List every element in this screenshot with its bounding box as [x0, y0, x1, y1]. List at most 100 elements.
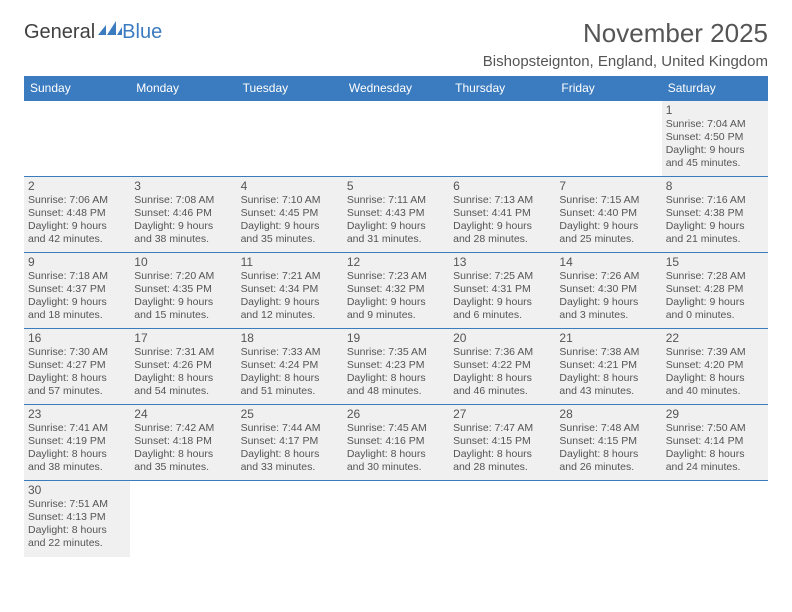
sunset-text: Sunset: 4:35 PM	[134, 283, 232, 296]
calendar-day-cell: 8Sunrise: 7:16 AMSunset: 4:38 PMDaylight…	[662, 177, 768, 253]
sunrise-text: Sunrise: 7:45 AM	[347, 422, 445, 435]
weekday-header: Tuesday	[237, 76, 343, 101]
sunset-text: Sunset: 4:38 PM	[666, 207, 764, 220]
calendar-day-cell: 2Sunrise: 7:06 AMSunset: 4:48 PMDaylight…	[24, 177, 130, 253]
calendar-day-cell: 27Sunrise: 7:47 AMSunset: 4:15 PMDayligh…	[449, 405, 555, 481]
day-number: 20	[453, 331, 551, 345]
calendar-week-row: 2Sunrise: 7:06 AMSunset: 4:48 PMDaylight…	[24, 177, 768, 253]
day-number: 24	[134, 407, 232, 421]
calendar-week-row: 9Sunrise: 7:18 AMSunset: 4:37 PMDaylight…	[24, 253, 768, 329]
day-number: 30	[28, 483, 126, 497]
sunset-text: Sunset: 4:15 PM	[559, 435, 657, 448]
daylight-text: Daylight: 9 hours and 25 minutes.	[559, 220, 657, 246]
location: Bishopsteignton, England, United Kingdom	[483, 53, 768, 70]
sunset-text: Sunset: 4:28 PM	[666, 283, 764, 296]
calendar-week-row: 23Sunrise: 7:41 AMSunset: 4:19 PMDayligh…	[24, 405, 768, 481]
daylight-text: Daylight: 8 hours and 22 minutes.	[28, 524, 126, 550]
daylight-text: Daylight: 8 hours and 30 minutes.	[347, 448, 445, 474]
calendar-day-cell: 7Sunrise: 7:15 AMSunset: 4:40 PMDaylight…	[555, 177, 661, 253]
sunrise-text: Sunrise: 7:13 AM	[453, 194, 551, 207]
month-title: November 2025	[483, 18, 768, 49]
calendar-day-cell: 26Sunrise: 7:45 AMSunset: 4:16 PMDayligh…	[343, 405, 449, 481]
day-number: 1	[666, 103, 764, 117]
calendar-empty-cell	[343, 481, 449, 557]
day-number: 19	[347, 331, 445, 345]
calendar-day-cell: 23Sunrise: 7:41 AMSunset: 4:19 PMDayligh…	[24, 405, 130, 481]
sunset-text: Sunset: 4:27 PM	[28, 359, 126, 372]
sunrise-text: Sunrise: 7:06 AM	[28, 194, 126, 207]
calendar-empty-cell	[130, 481, 236, 557]
sunrise-text: Sunrise: 7:47 AM	[453, 422, 551, 435]
calendar-day-cell: 28Sunrise: 7:48 AMSunset: 4:15 PMDayligh…	[555, 405, 661, 481]
sunset-text: Sunset: 4:40 PM	[559, 207, 657, 220]
calendar-day-cell: 3Sunrise: 7:08 AMSunset: 4:46 PMDaylight…	[130, 177, 236, 253]
daylight-text: Daylight: 9 hours and 35 minutes.	[241, 220, 339, 246]
calendar-day-cell: 14Sunrise: 7:26 AMSunset: 4:30 PMDayligh…	[555, 253, 661, 329]
calendar-week-row: 1Sunrise: 7:04 AMSunset: 4:50 PMDaylight…	[24, 101, 768, 177]
day-number: 13	[453, 255, 551, 269]
daylight-text: Daylight: 9 hours and 18 minutes.	[28, 296, 126, 322]
daylight-text: Daylight: 9 hours and 15 minutes.	[134, 296, 232, 322]
sunset-text: Sunset: 4:45 PM	[241, 207, 339, 220]
sunset-text: Sunset: 4:48 PM	[28, 207, 126, 220]
calendar-page: General Blue November 2025 Bishopsteignt…	[0, 0, 792, 557]
daylight-text: Daylight: 9 hours and 38 minutes.	[134, 220, 232, 246]
sunrise-text: Sunrise: 7:30 AM	[28, 346, 126, 359]
calendar-day-cell: 29Sunrise: 7:50 AMSunset: 4:14 PMDayligh…	[662, 405, 768, 481]
calendar-week-row: 30Sunrise: 7:51 AMSunset: 4:13 PMDayligh…	[24, 481, 768, 557]
logo: General Blue	[24, 18, 162, 47]
sunset-text: Sunset: 4:20 PM	[666, 359, 764, 372]
logo-text-1: General	[24, 21, 95, 44]
calendar-day-cell: 13Sunrise: 7:25 AMSunset: 4:31 PMDayligh…	[449, 253, 555, 329]
calendar-empty-cell	[24, 101, 130, 177]
daylight-text: Daylight: 9 hours and 0 minutes.	[666, 296, 764, 322]
sunrise-text: Sunrise: 7:10 AM	[241, 194, 339, 207]
sunrise-text: Sunrise: 7:18 AM	[28, 270, 126, 283]
calendar-day-cell: 21Sunrise: 7:38 AMSunset: 4:21 PMDayligh…	[555, 329, 661, 405]
daylight-text: Daylight: 8 hours and 48 minutes.	[347, 372, 445, 398]
sunset-text: Sunset: 4:26 PM	[134, 359, 232, 372]
day-number: 15	[666, 255, 764, 269]
sunrise-text: Sunrise: 7:41 AM	[28, 422, 126, 435]
calendar-day-cell: 15Sunrise: 7:28 AMSunset: 4:28 PMDayligh…	[662, 253, 768, 329]
sunset-text: Sunset: 4:24 PM	[241, 359, 339, 372]
daylight-text: Daylight: 8 hours and 28 minutes.	[453, 448, 551, 474]
daylight-text: Daylight: 8 hours and 24 minutes.	[666, 448, 764, 474]
daylight-text: Daylight: 9 hours and 21 minutes.	[666, 220, 764, 246]
day-number: 14	[559, 255, 657, 269]
daylight-text: Daylight: 9 hours and 6 minutes.	[453, 296, 551, 322]
daylight-text: Daylight: 8 hours and 51 minutes.	[241, 372, 339, 398]
daylight-text: Daylight: 9 hours and 31 minutes.	[347, 220, 445, 246]
calendar-day-cell: 12Sunrise: 7:23 AMSunset: 4:32 PMDayligh…	[343, 253, 449, 329]
calendar-day-cell: 30Sunrise: 7:51 AMSunset: 4:13 PMDayligh…	[24, 481, 130, 557]
sunset-text: Sunset: 4:46 PM	[134, 207, 232, 220]
sunset-text: Sunset: 4:21 PM	[559, 359, 657, 372]
day-number: 12	[347, 255, 445, 269]
sunset-text: Sunset: 4:41 PM	[453, 207, 551, 220]
daylight-text: Daylight: 8 hours and 40 minutes.	[666, 372, 764, 398]
daylight-text: Daylight: 8 hours and 26 minutes.	[559, 448, 657, 474]
sunrise-text: Sunrise: 7:08 AM	[134, 194, 232, 207]
weekday-header: Friday	[555, 76, 661, 101]
calendar-empty-cell	[130, 101, 236, 177]
sunset-text: Sunset: 4:19 PM	[28, 435, 126, 448]
sunrise-text: Sunrise: 7:44 AM	[241, 422, 339, 435]
sunrise-text: Sunrise: 7:48 AM	[559, 422, 657, 435]
calendar-week-row: 16Sunrise: 7:30 AMSunset: 4:27 PMDayligh…	[24, 329, 768, 405]
sunrise-text: Sunrise: 7:35 AM	[347, 346, 445, 359]
day-number: 22	[666, 331, 764, 345]
day-number: 3	[134, 179, 232, 193]
sunset-text: Sunset: 4:37 PM	[28, 283, 126, 296]
day-number: 28	[559, 407, 657, 421]
sunset-text: Sunset: 4:16 PM	[347, 435, 445, 448]
calendar-day-cell: 19Sunrise: 7:35 AMSunset: 4:23 PMDayligh…	[343, 329, 449, 405]
weekday-header: Monday	[130, 76, 236, 101]
sunset-text: Sunset: 4:17 PM	[241, 435, 339, 448]
header: General Blue November 2025 Bishopsteignt…	[24, 18, 768, 70]
calendar-day-cell: 5Sunrise: 7:11 AMSunset: 4:43 PMDaylight…	[343, 177, 449, 253]
calendar-day-cell: 6Sunrise: 7:13 AMSunset: 4:41 PMDaylight…	[449, 177, 555, 253]
sunrise-text: Sunrise: 7:16 AM	[666, 194, 764, 207]
sunset-text: Sunset: 4:30 PM	[559, 283, 657, 296]
day-number: 21	[559, 331, 657, 345]
daylight-text: Daylight: 9 hours and 12 minutes.	[241, 296, 339, 322]
